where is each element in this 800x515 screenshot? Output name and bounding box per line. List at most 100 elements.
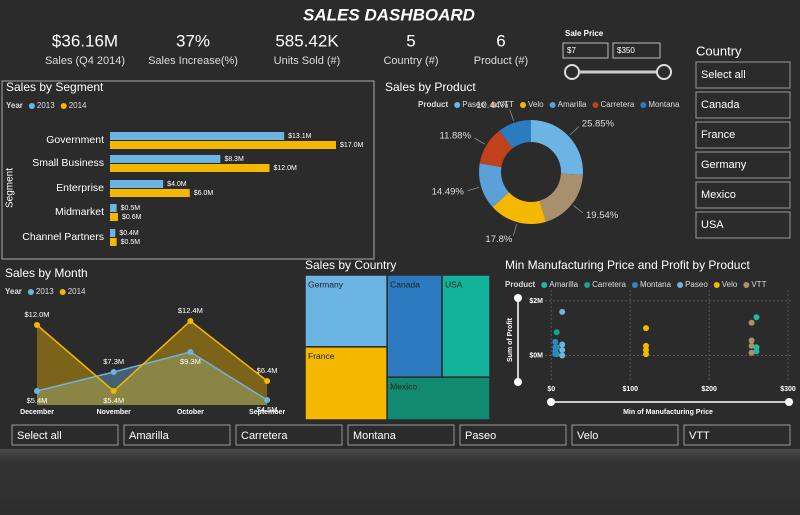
slicer-item[interactable] [123,424,231,446]
legend-label: Carretera [592,280,626,289]
data-label: $5.4M [103,396,124,405]
point [753,348,760,355]
data-label: 17.8% [485,234,512,245]
slicer-title: Country [696,43,742,58]
slicer-item[interactable] [695,181,791,209]
legend-marker [592,102,599,108]
point [552,338,559,345]
price-max: $350 [617,46,635,55]
point [559,352,566,359]
area-fill [37,352,268,405]
point [643,351,650,358]
segment-panel-border [1,80,375,260]
slicer-item-label: VTT [689,430,710,442]
line [36,320,268,393]
slicer-item[interactable] [695,91,791,119]
legend-marker [541,282,548,288]
tile-label: Canada [390,279,420,289]
donut-slice [492,192,546,224]
slider-handle[interactable] [514,294,522,302]
point [748,337,755,344]
y-tick-label: $2M [529,298,543,305]
category-label: Small Business [32,157,104,169]
data-label: $5.4M [27,396,48,405]
kpi-value: $36.16M [52,31,118,50]
data-label: 14.49% [432,186,465,197]
kpi-label: Product (#) [474,55,528,67]
slicer-item-label: Mexico [701,189,736,201]
slider-handle[interactable] [564,64,580,80]
legend-label: VTT [751,280,766,289]
point [553,329,560,336]
data-label: $12.0M [24,310,49,319]
leader-line [513,223,517,236]
legend-label: Velo [528,100,544,109]
bar [110,229,116,237]
legend-marker [454,102,461,108]
point [559,341,566,348]
legend-label: VTT [499,100,514,109]
slicer-item[interactable] [695,121,791,149]
legend-marker [631,282,638,288]
leader-line [474,137,485,145]
price-max-box[interactable] [612,42,661,59]
donut-slice [479,163,509,208]
legend-label: Velo [722,280,738,289]
legend-label: Amarilla [558,100,587,109]
treemap-tile [441,274,491,378]
slicer-item[interactable] [347,424,455,446]
tile-label: USA [445,279,463,289]
kpi-value: 585.42K [275,31,339,50]
point [187,349,194,355]
tile-label: Mexico [390,381,417,391]
slicer-item-label: Velo [577,430,598,442]
price-min-box[interactable] [562,42,609,59]
bar [110,164,270,172]
point [559,347,566,353]
data-label: $17.0M [340,142,364,149]
chart-title: Min Manufacturing Price and Profit by Pr… [505,258,750,272]
x-tick-label: $200 [701,386,717,393]
legend-title: Product [505,280,536,289]
slicer-item[interactable] [459,424,567,446]
legend-label: Paseo [462,100,485,109]
slicer-item-label: Carretera [241,430,288,442]
y-tick-label: $0M [529,352,543,359]
slider-handle[interactable] [547,398,555,406]
slicer-item-label: USA [701,219,724,231]
slider-handle[interactable] [514,378,522,386]
point [748,342,755,349]
slicer-item[interactable] [235,424,343,446]
point [187,318,194,324]
point [264,378,271,384]
data-label: $0.6M [122,214,142,221]
legend-label: Carretera [601,100,635,109]
kpi-value: 6 [496,31,505,50]
category-label: Channel Partners [22,231,104,243]
kpi-value: 37% [176,31,210,50]
category-label: Midmarket [55,206,104,218]
donut-slice [499,120,531,149]
legend-label: Montana [648,100,680,109]
chart-title: Sales by Product [385,80,476,94]
legend-label: 2013 [36,287,54,296]
slicer-item[interactable] [571,424,679,446]
slicer-item-label: Montana [353,430,397,442]
kpi-value: 5 [406,31,415,50]
legend-marker [28,103,35,109]
leader-line [569,126,580,136]
axis-title: Min of Manufacturing Price [623,409,713,416]
slicer-item[interactable] [695,211,791,239]
bar [110,155,221,163]
leader-line [467,186,480,192]
slicer-item[interactable] [695,61,791,89]
kpi-label: Sales Increase(%) [148,55,238,67]
point [264,397,271,403]
leader-line [509,109,514,121]
slicer-item[interactable] [695,151,791,179]
slicer-item[interactable] [11,424,119,446]
slider-handle[interactable] [785,398,793,406]
slicer-item[interactable] [683,424,791,446]
slider-handle[interactable] [656,64,672,80]
